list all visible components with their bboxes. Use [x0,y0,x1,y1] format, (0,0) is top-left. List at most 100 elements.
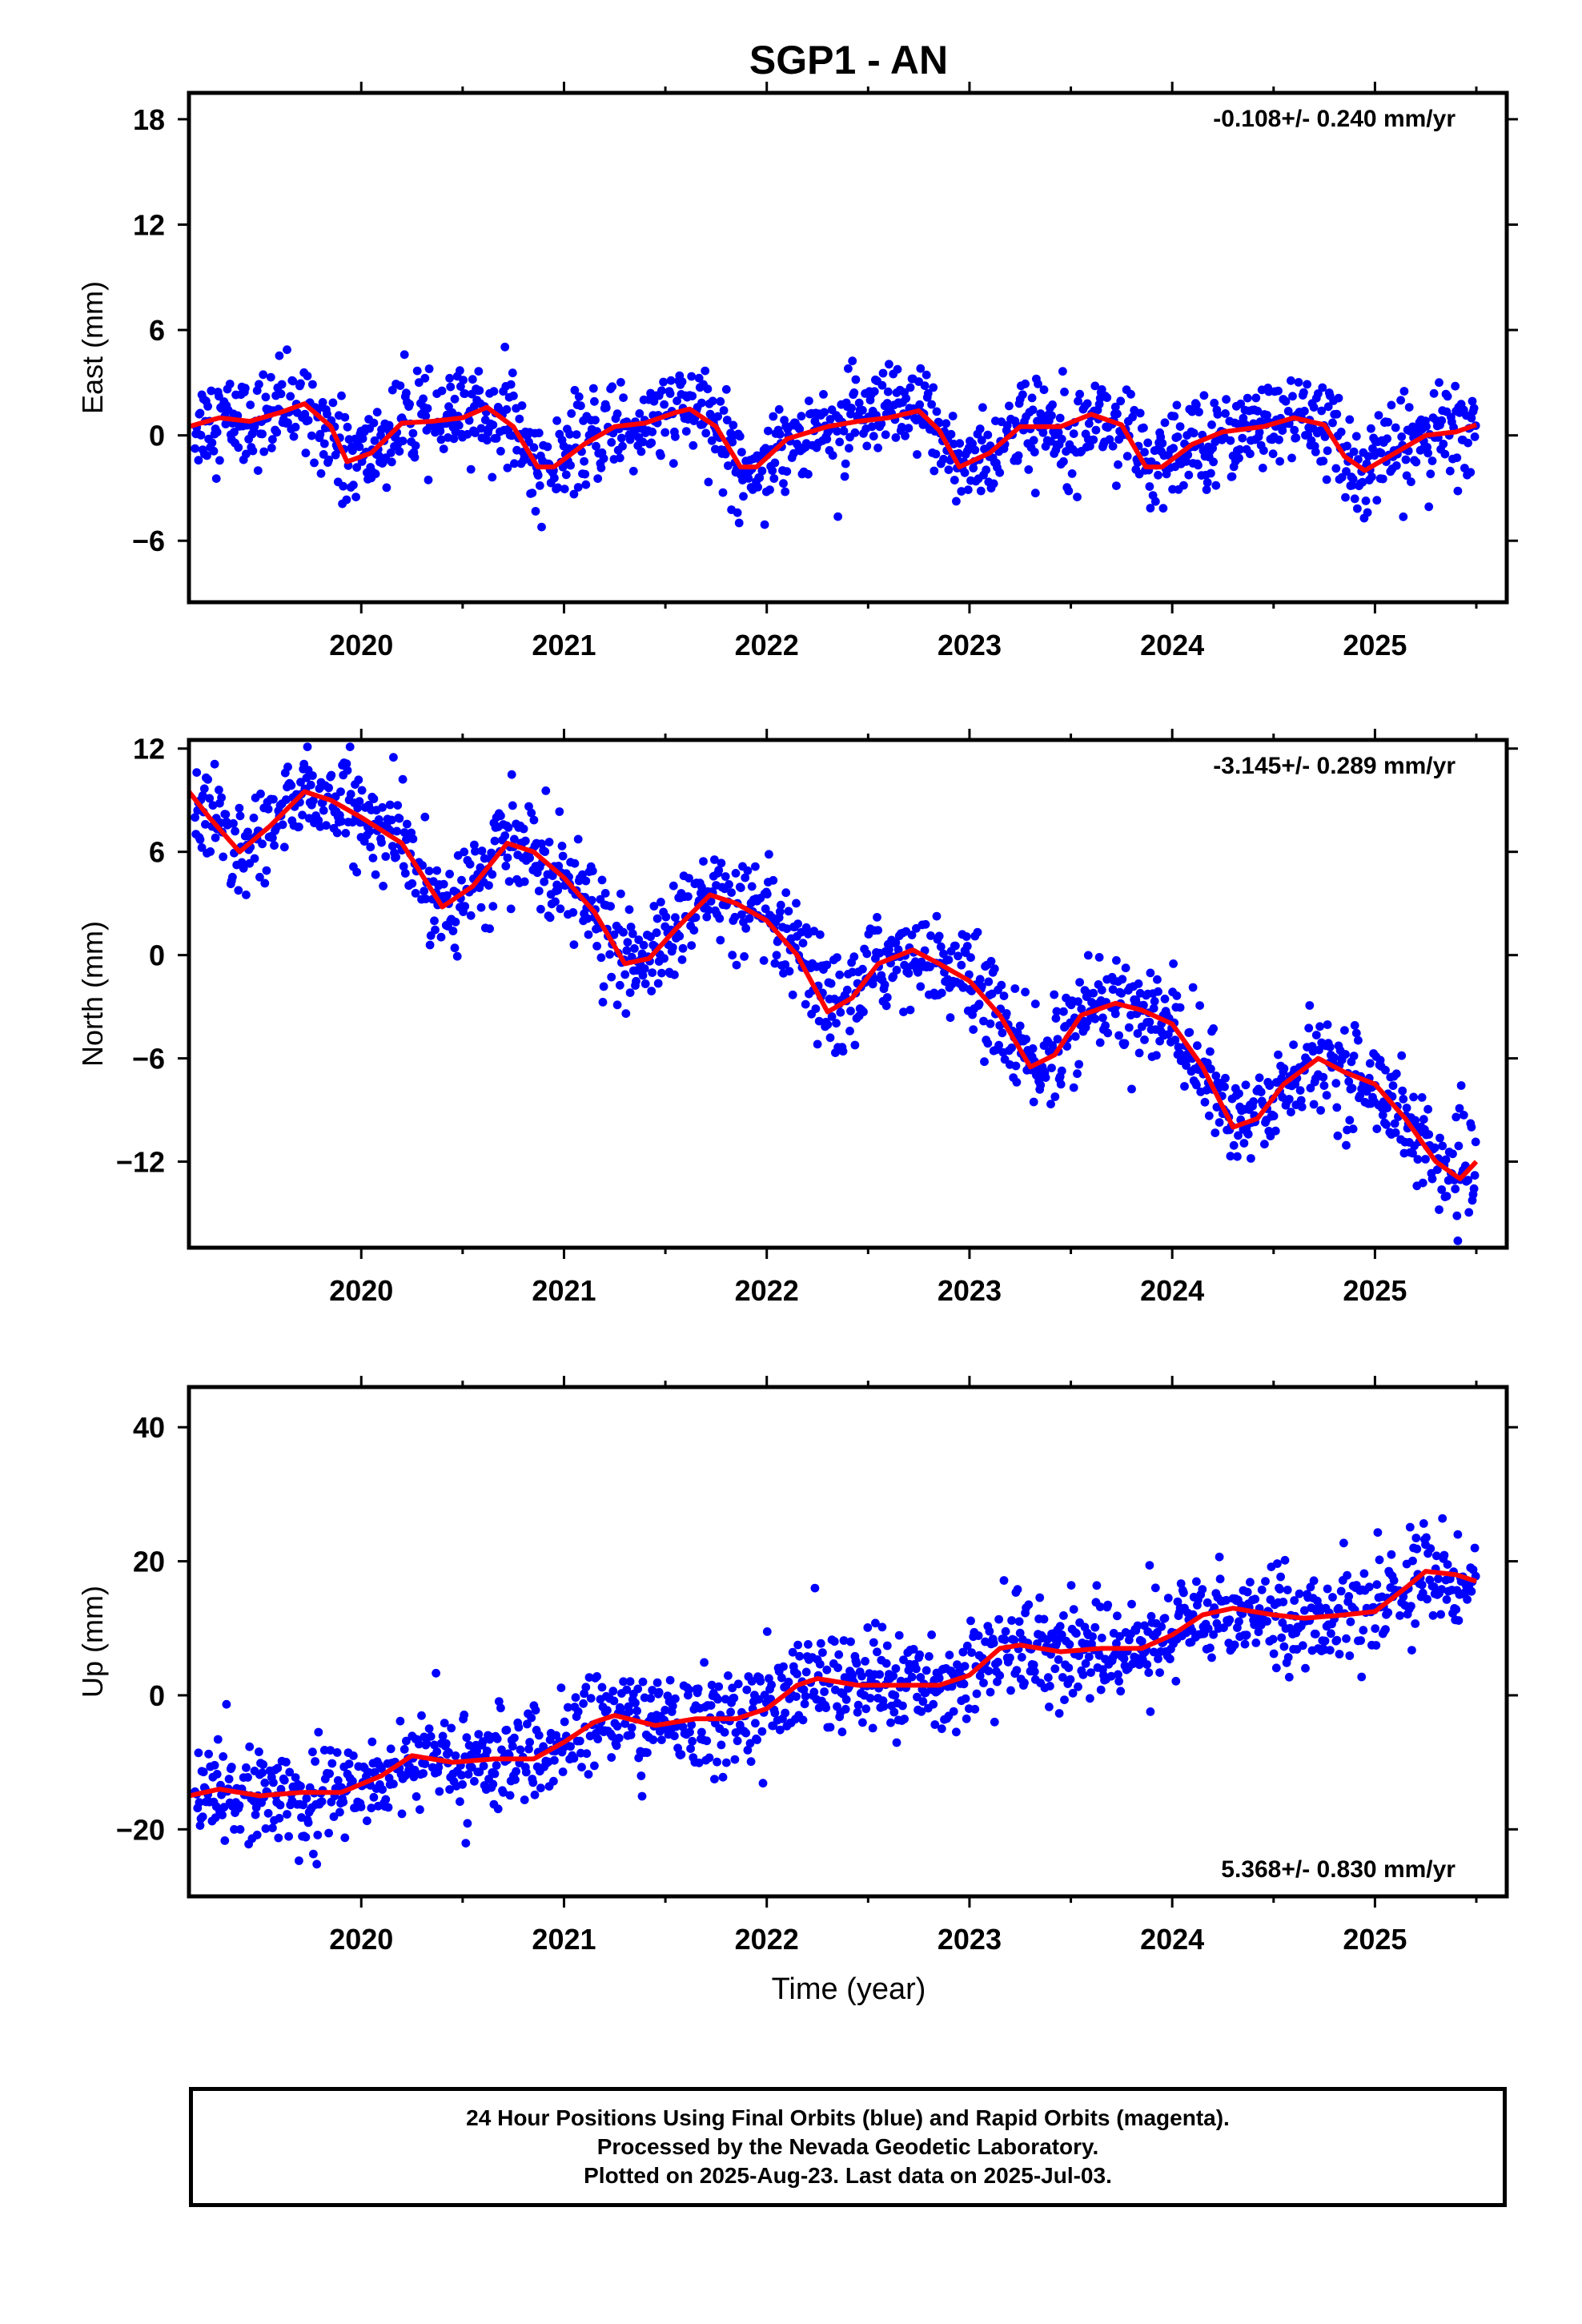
data-point [684,892,693,901]
data-point [1426,469,1435,479]
data-point [230,428,239,436]
data-point [815,930,825,939]
data-point [422,1739,432,1748]
data-point [1124,1023,1134,1032]
data-point [596,463,606,472]
data-point [660,954,669,963]
data-point [1045,1703,1054,1711]
data-point [410,452,420,462]
data-point [209,446,219,456]
data-point [630,944,639,953]
data-point [329,1812,339,1821]
data-point [451,917,460,927]
data-point [1158,439,1167,448]
data-point [1438,1141,1447,1151]
data-point [907,931,917,939]
data-point [1057,1630,1066,1639]
data-point [1260,1140,1269,1149]
x-tick-label: 2024 [1140,1923,1204,1956]
data-point [858,1718,867,1727]
data-point [336,787,345,796]
data-point [974,999,984,1009]
data-point [363,1816,371,1826]
data-point [916,1673,926,1682]
data-point [496,1703,505,1713]
data-point [203,451,211,460]
data-point [677,377,687,386]
data-point [524,802,533,811]
data-point [316,468,326,478]
data-point [757,1727,767,1736]
data-point [597,875,607,885]
data-point [1238,433,1247,443]
data-point [733,1679,743,1689]
data-point [1417,1580,1427,1590]
data-point [296,1782,305,1791]
data-point [1452,1605,1461,1614]
data-point [1354,1035,1363,1045]
data-point [1365,1059,1375,1068]
data-point [584,930,593,939]
data-point [283,1810,291,1819]
data-point [327,1759,337,1768]
data-point [625,1677,635,1687]
data-point [969,464,978,472]
data-point [801,1691,810,1701]
data-point [443,891,452,900]
data-point [1210,398,1219,408]
data-point [1039,1614,1049,1624]
data-point [571,1693,580,1703]
data-point [1054,1655,1063,1664]
data-point [741,873,750,883]
data-point [255,872,264,882]
data-point [660,400,669,409]
data-point [386,448,396,457]
data-point [945,1651,954,1660]
data-point [234,443,243,452]
data-point [1145,1561,1154,1570]
data-point [1468,1565,1478,1574]
data-point [506,380,516,389]
data-point [573,483,583,492]
data-point [643,1748,652,1758]
data-point [718,1772,728,1782]
data-point [199,1767,208,1777]
data-point [781,960,790,969]
data-point [920,381,930,390]
data-point [219,852,228,862]
data-point [520,877,529,887]
data-point [865,1694,875,1703]
data-point [1409,1092,1418,1102]
data-point [1135,408,1145,418]
data-point [1145,1017,1154,1027]
data-point [1211,1072,1221,1080]
data-point [677,1750,686,1759]
data-point [574,392,584,401]
data-point [639,940,648,950]
data-point [211,1813,220,1823]
data-point [524,1744,533,1754]
data-point [393,801,403,810]
data-point [983,1039,993,1048]
data-point [867,422,877,432]
data-point [384,420,394,430]
data-point [1455,1104,1464,1113]
data-point [333,1775,343,1785]
data-point [490,1769,500,1779]
data-point [1353,504,1362,513]
data-point [615,980,624,990]
data-point [1194,460,1203,470]
data-point [1182,1061,1191,1070]
data-point [593,474,603,483]
data-point [886,1718,895,1727]
data-point [982,465,991,475]
data-point [284,1831,293,1841]
data-point [263,804,273,814]
data-point [262,866,271,875]
data-point [1064,486,1074,496]
data-point [1351,1028,1361,1038]
data-point [259,447,269,456]
data-point [332,1748,342,1757]
data-point [726,1707,735,1717]
data-point [891,433,901,442]
